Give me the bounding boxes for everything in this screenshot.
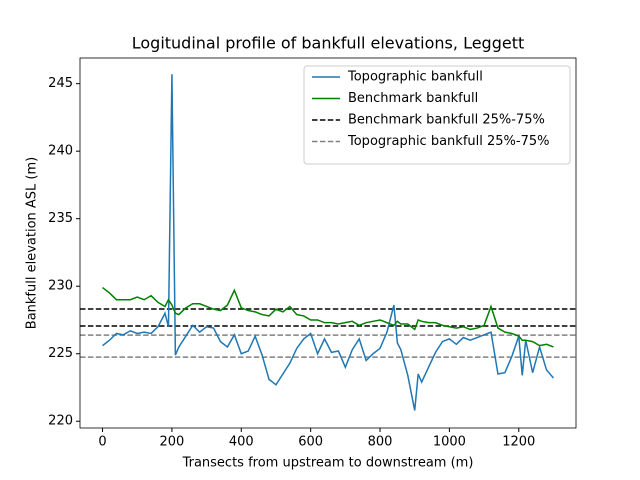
- data-line: [102, 286, 554, 348]
- legend-label: Benchmark bankfull: [348, 91, 478, 106]
- x-tick-label: 800: [368, 435, 393, 450]
- legend-box: [303, 65, 571, 165]
- axes-frame: [79, 57, 577, 429]
- y-tick-label: 220: [48, 414, 73, 429]
- y-tick-label: 235: [48, 211, 73, 226]
- legend-label: Topographic bankfull 25%-75%: [347, 134, 549, 149]
- legend-label: Benchmark bankfull 25%-75%: [348, 113, 545, 128]
- x-tick-label: 400: [229, 435, 254, 450]
- x-axis-label: Transects from upstream to downstream (m…: [182, 456, 474, 471]
- y-axis-label: Bankfull elevation ASL (m): [25, 157, 40, 329]
- x-tick-label: 600: [298, 435, 323, 450]
- chart-title: Logitudinal profile of bankfull elevatio…: [132, 34, 525, 53]
- x-tick-label: 1000: [433, 435, 466, 450]
- plot-area: [80, 74, 576, 411]
- x-tick-label: 1200: [502, 435, 535, 450]
- legend-label: Topographic bankfull: [347, 70, 483, 85]
- x-tick-label: 200: [160, 435, 185, 450]
- x-tick-label: 0: [98, 435, 106, 450]
- y-tick-label: 245: [48, 76, 73, 91]
- y-tick-label: 225: [48, 346, 73, 361]
- y-tick-label: 240: [48, 144, 73, 159]
- data-line: [102, 74, 555, 411]
- y-tick-label: 230: [48, 279, 73, 294]
